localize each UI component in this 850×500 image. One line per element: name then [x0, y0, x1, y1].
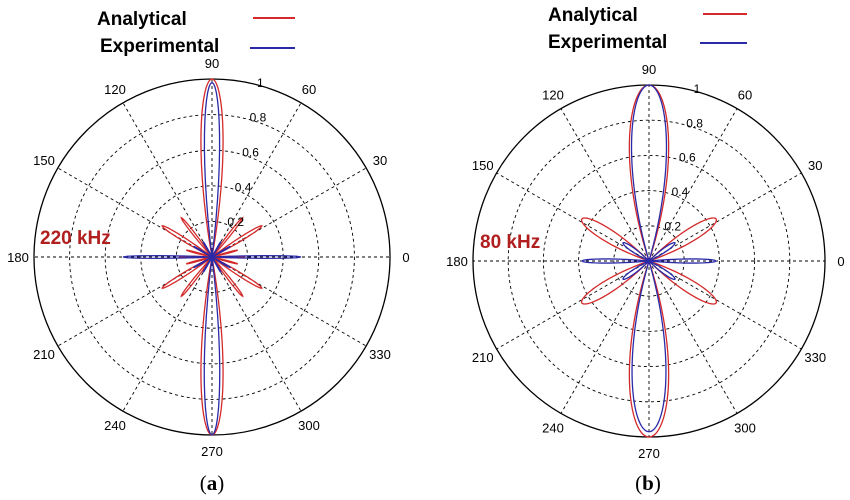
angle-tick-label: 120: [104, 82, 126, 97]
radial-tick-label: 0.6: [242, 146, 259, 160]
grid-spoke: [211, 256, 302, 412]
radial-tick-label: 0.8: [686, 116, 703, 130]
frequency-label-a: 220 kHz: [40, 228, 111, 249]
radial-tick-label: 0.6: [679, 151, 696, 165]
grid-spoke: [648, 108, 738, 262]
legend-analytical-label: Analytical: [548, 5, 638, 26]
grid-ring: [69, 114, 355, 400]
angle-tick-label: 240: [542, 420, 564, 435]
panel-caption-a: (a): [200, 471, 225, 495]
angle-tick-label: 60: [302, 82, 316, 97]
grid-spoke: [211, 102, 302, 258]
angle-tick-label: 240: [104, 418, 126, 433]
radial-tick-label: 0.8: [250, 111, 267, 125]
series-experimental-line: [122, 81, 302, 436]
panel-caption-b: (b): [635, 471, 661, 495]
grid-spoke: [122, 256, 213, 412]
polar-labels-b: 0 30 60 90 120 150 180 210 240 270 300 330 0.2 0.4 0.6…: [446, 62, 844, 461]
grid-spoke: [560, 260, 650, 414]
angle-tick-label: 180: [7, 250, 29, 265]
radial-tick-label: 1: [694, 82, 701, 96]
radial-tick-label: 0.2: [664, 220, 681, 234]
legend-analytical-label: Analytical: [97, 9, 187, 30]
series-experimental-line: [580, 84, 718, 433]
angle-tick-label: 210: [33, 347, 55, 362]
angle-tick-label: 330: [804, 350, 826, 365]
angle-tick-label: 0: [402, 250, 409, 265]
grid-spoke: [496, 172, 650, 262]
grid-ring: [542, 154, 756, 368]
radial-tick-label: 0.2: [227, 215, 244, 229]
series-analytical-line: [161, 78, 263, 436]
grid-spoke: [560, 108, 650, 262]
grid-spoke: [122, 102, 213, 258]
angle-tick-label: 60: [738, 88, 752, 103]
polar-labels-a: 0 30 60 90 120 150 180 210 240 270 300 330 0.2 0.4 0.6…: [7, 56, 409, 459]
angle-tick-label: 90: [205, 56, 219, 71]
angle-tick-label: 150: [33, 153, 55, 168]
angle-tick-label: 300: [734, 420, 756, 435]
angle-tick-label: 120: [542, 88, 564, 103]
legend-b: Analytical Experimental: [548, 5, 747, 53]
grid-spoke: [496, 260, 650, 350]
grid-ring: [175, 220, 249, 294]
radial-tick-label: 1: [257, 76, 264, 90]
polar-chart-a: Analytical Experimental 0 30 60 90 120 150 180…: [7, 9, 409, 495]
legend-a: Analytical Experimental: [97, 9, 295, 57]
radial-tick-label: 0.4: [672, 185, 689, 199]
angle-tick-label: 270: [638, 446, 660, 461]
grid-spoke: [648, 260, 802, 350]
grid-ring: [578, 190, 720, 332]
grid-spoke: [648, 260, 738, 414]
angle-tick-label: 330: [369, 347, 391, 362]
legend-experimental-label: Experimental: [548, 32, 667, 53]
polar-chart-b: Analytical Experimental 0306090120150180…: [446, 5, 844, 495]
angle-tick-label: 30: [373, 153, 387, 168]
angle-tick-label: 180: [446, 254, 468, 269]
angle-tick-label: 270: [201, 444, 223, 459]
angle-tick-label: 150: [472, 158, 494, 173]
angle-tick-label: 300: [298, 418, 320, 433]
grid-spoke: [648, 172, 802, 262]
grid-ring: [104, 149, 320, 365]
legend-experimental-label: Experimental: [100, 36, 219, 57]
angle-tick-label: 0: [837, 254, 844, 269]
angle-tick-label: 90: [642, 62, 656, 77]
grid-ring: [140, 185, 284, 329]
grid-ring: [613, 225, 685, 297]
grid-spoke: [211, 256, 367, 347]
angle-tick-label: 30: [808, 158, 822, 173]
polar-curves-b: [580, 84, 718, 438]
angle-tick-label: 210: [472, 350, 494, 365]
grid-spoke: [57, 256, 213, 347]
polar-curves-a: [122, 78, 302, 436]
frequency-label-b: 80 kHz: [480, 232, 540, 253]
radial-tick-label: 0.4: [235, 180, 252, 194]
